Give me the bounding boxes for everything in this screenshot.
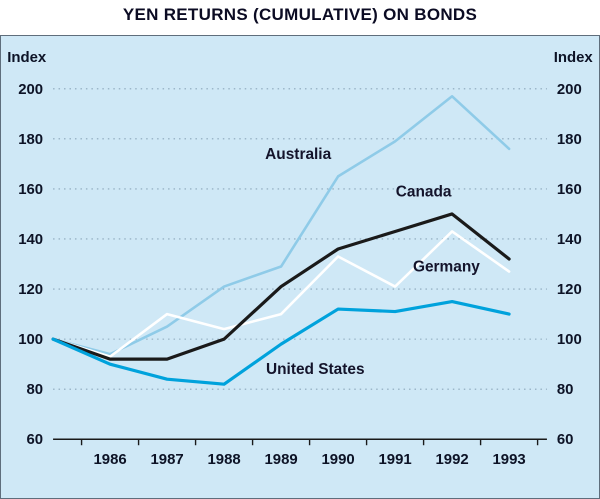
y-tick-label-right: 60 — [557, 431, 574, 448]
x-tick-label: 1993 — [492, 451, 525, 468]
x-tick-label: 1988 — [207, 451, 240, 468]
series-line-germany — [51, 230, 511, 358]
x-tick-label: 1989 — [264, 451, 297, 468]
x-tick-label: 1986 — [93, 451, 126, 468]
y-tick-label-right: 120 — [557, 281, 582, 298]
series-label-germany: Germany — [413, 259, 480, 276]
y-tick-label-left: 180 — [18, 131, 43, 148]
y-tick-label-left: 100 — [18, 331, 43, 348]
y-tick-label-left: 160 — [18, 181, 43, 198]
y-tick-label-left: 80 — [27, 381, 44, 398]
y-axis-label-right: Index — [554, 49, 594, 66]
y-tick-label-right: 160 — [557, 181, 582, 198]
x-tick-label: 1991 — [378, 451, 411, 468]
y-tick-label-left: 140 — [18, 231, 43, 248]
series-label-canada: Canada — [396, 183, 452, 200]
y-axis-label-left: Index — [7, 49, 47, 66]
y-tick-label-left: 60 — [27, 431, 44, 448]
series-line-united-states — [51, 299, 511, 386]
series-label-australia: Australia — [265, 146, 331, 163]
x-tick-label: 1990 — [321, 451, 354, 468]
series-line-canada — [51, 212, 511, 361]
y-tick-label-right: 140 — [557, 231, 582, 248]
line-chart: 60 60 80 80 100 100 120 120 140 140 160 160 180 180 20… — [7, 49, 594, 468]
y-tick-label-right: 80 — [557, 381, 574, 398]
chart-title: YEN RETURNS (CUMULATIVE) ON BONDS — [122, 5, 478, 24]
y-tick-label-right: 100 — [557, 331, 582, 348]
y-tick-label-right: 200 — [557, 81, 582, 98]
y-tick-label-left: 200 — [18, 81, 43, 98]
x-tick-label: 1992 — [435, 451, 468, 468]
series-line-australia — [51, 94, 511, 356]
series-label-united-states: United States — [266, 361, 365, 378]
y-tick-label-left: 120 — [18, 281, 43, 298]
y-tick-label-right: 180 — [557, 131, 582, 148]
chart-panel: 60 60 80 80 100 100 120 120 140 140 160 160 180 180 20… — [0, 35, 600, 499]
x-tick-label: 1987 — [150, 451, 183, 468]
